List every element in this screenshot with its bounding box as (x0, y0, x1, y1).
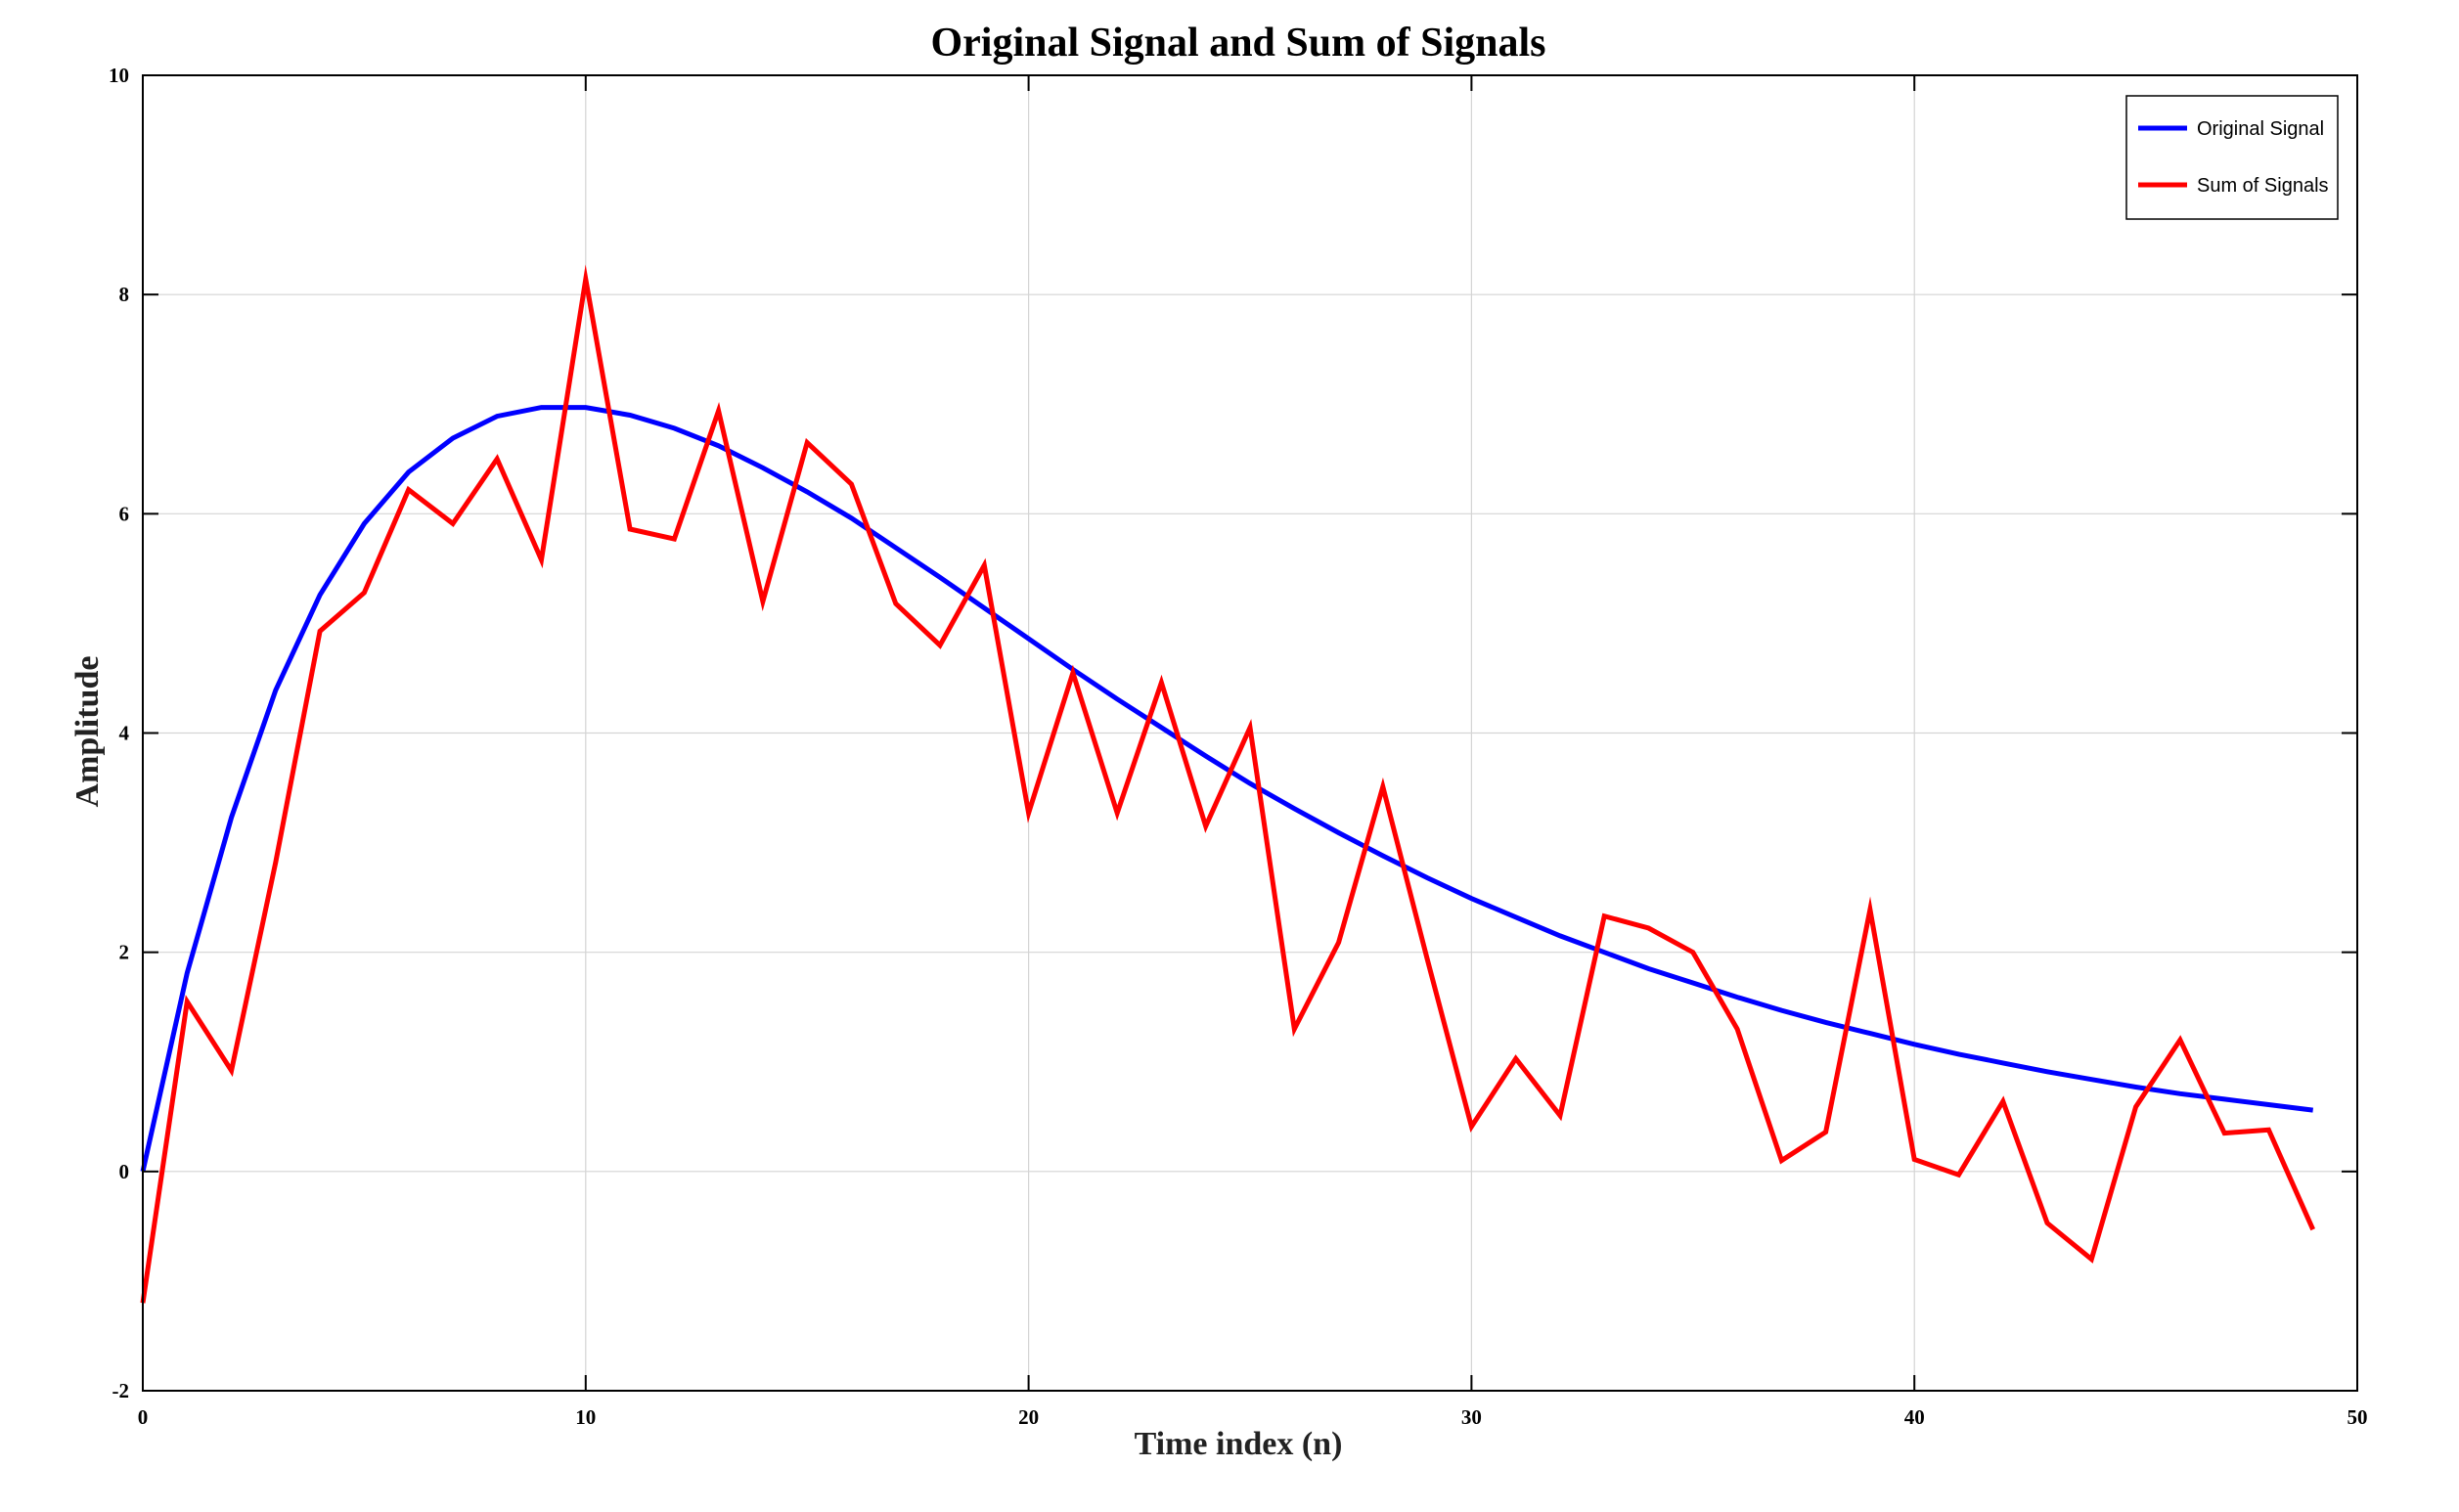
y-tick-label: 6 (119, 502, 130, 525)
x-tick-label: 20 (1018, 1405, 1039, 1429)
series-layer (140, 264, 2315, 1304)
x-tick-label: 30 (1461, 1405, 1482, 1429)
ticks: 0 10 20 30 40 50 -2 0 2 4 6 8 10 (109, 64, 2368, 1429)
y-tick-label: 2 (119, 941, 130, 964)
x-tick-label: 50 (2347, 1405, 2368, 1429)
y-tick-label: -2 (112, 1379, 130, 1402)
series-line-0 (140, 405, 2314, 1173)
y-tick-label: 10 (109, 64, 129, 87)
legend-box (2125, 95, 2339, 220)
y-axis-label: Amplitude (69, 656, 106, 808)
x-tick-label: 10 (575, 1405, 596, 1429)
legend: Original Signal Sum of Signals (2125, 95, 2339, 220)
legend-label-1: Sum of Signals (2197, 175, 2329, 197)
y-tick-label: 8 (119, 283, 130, 306)
chart-title: Original Signal and Sum of Signals (930, 21, 1545, 66)
series-line-1 (140, 264, 2315, 1304)
x-tick-label: 0 (138, 1405, 149, 1429)
legend-label-0: Original Signal (2197, 118, 2324, 140)
x-axis-label: Time index (n) (1135, 1426, 1343, 1462)
x-tick-label: 40 (1904, 1405, 1925, 1429)
y-tick-label: 4 (119, 722, 130, 745)
y-tick-label: 0 (119, 1160, 130, 1183)
